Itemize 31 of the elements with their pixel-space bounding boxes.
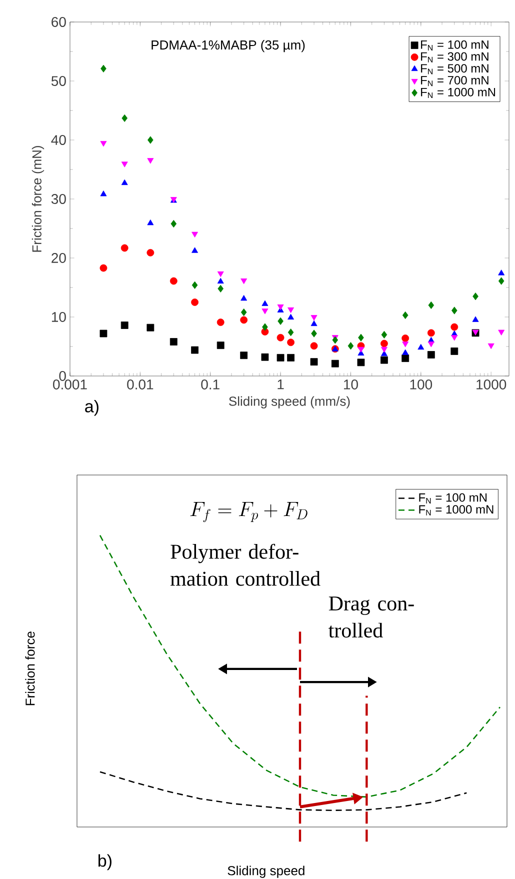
- text: b): [98, 854, 112, 870]
- y-tick-label: 60: [52, 17, 66, 27]
- legend-label: F$_{N}$ = 100 mN: [421, 40, 488, 51]
- y-axis-title: Friction force: [25, 632, 35, 706]
- x-tick-label: 0.01: [127, 380, 154, 390]
- text: $F_f = F_p + F_D$: [190, 502, 308, 522]
- text: a): [85, 400, 98, 416]
- x-axis-title: Sliding speed: [228, 866, 304, 878]
- x-tick-label: 1000: [476, 380, 506, 390]
- y-tick-label: 10: [52, 312, 66, 322]
- text: PDMAA-1%MABP (35 µm): [152, 40, 305, 52]
- x-tick-label: 0.001: [53, 380, 87, 390]
- x-tick-label: 1: [278, 380, 284, 390]
- x-tick-label: 0.1: [201, 380, 220, 390]
- y-tick-label: 20: [52, 253, 66, 263]
- y-axis-title: Friction force (mN): [32, 146, 44, 252]
- annotation: Polymer defor-mation controlled: [170, 544, 320, 586]
- x-tick-label: 10: [344, 380, 358, 390]
- x-axis-title: Sliding speed (mm/s): [229, 396, 350, 408]
- legend-label: F$_{N}$ = 100 mN: [419, 493, 487, 504]
- legend-label: F$_{N}$ = 300 mN: [421, 52, 488, 62]
- y-tick-label: 50: [51, 76, 66, 86]
- y-tick-label: 40: [51, 135, 66, 145]
- x-tick-label: 100: [410, 380, 432, 390]
- annotation: Drag con-trolled: [328, 596, 414, 638]
- legend-label: F$_{N}$ = 500 mN: [421, 64, 488, 74]
- legend-label: F$_{N}$ = 1000 mN: [419, 505, 494, 516]
- legend-label: F$_{N}$ = 1000 mN: [421, 88, 496, 98]
- legend-label: F$_{N}$ = 700 mN: [421, 76, 488, 86]
- y-tick-label: 0: [59, 371, 66, 381]
- y-tick-label: 30: [51, 194, 66, 204]
